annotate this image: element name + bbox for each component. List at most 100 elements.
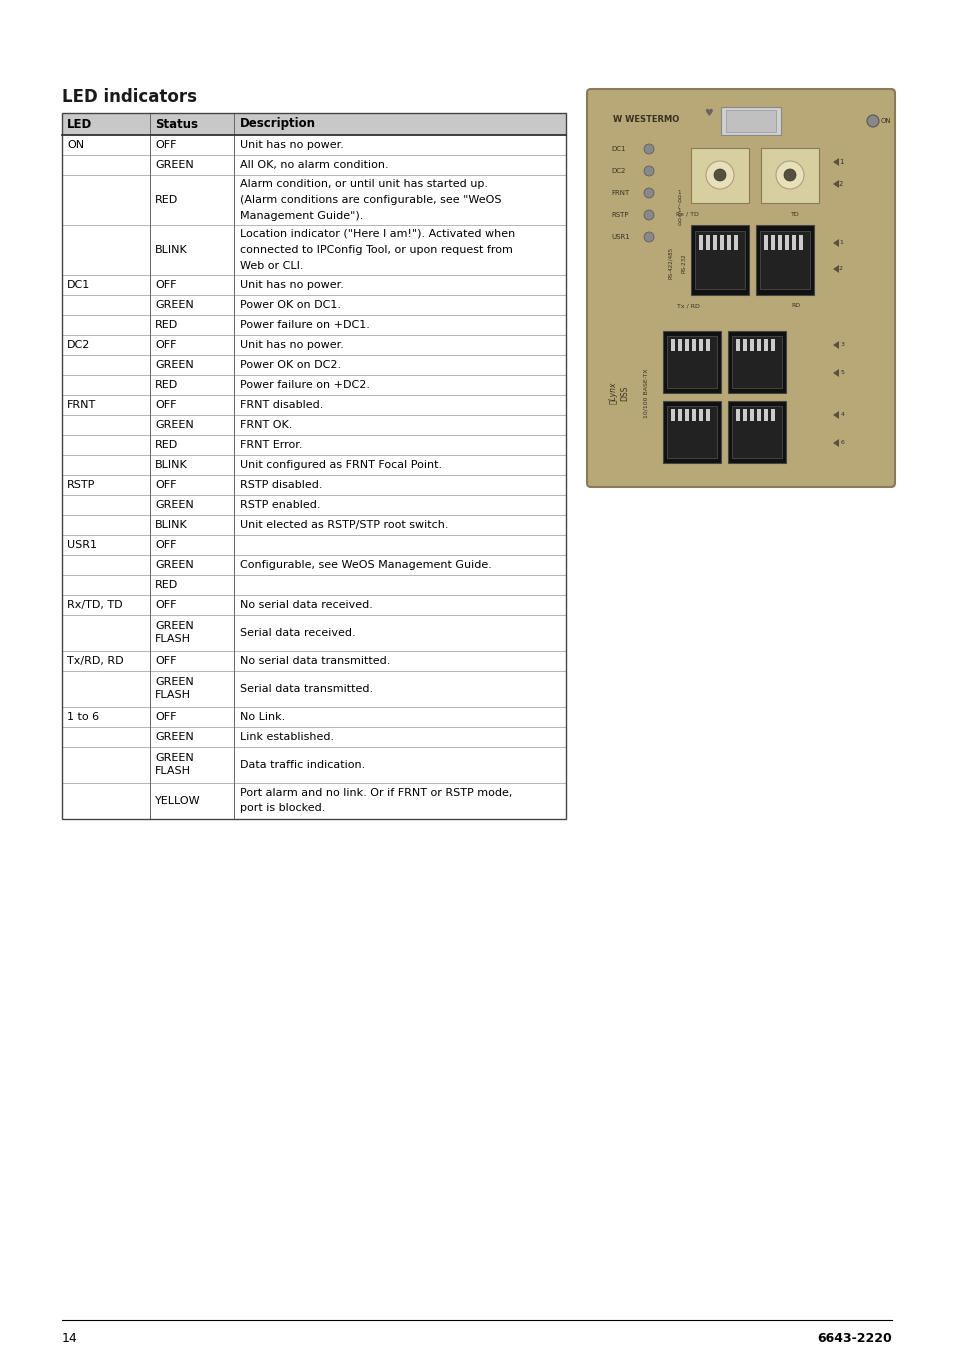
Bar xyxy=(62,395,565,414)
Text: FLASH: FLASH xyxy=(154,766,191,776)
Text: FLASH: FLASH xyxy=(154,691,191,700)
Bar xyxy=(727,330,785,393)
Bar xyxy=(763,338,767,351)
Text: 1
0
0
/
1
0
0
0: 1 0 0 / 1 0 0 0 xyxy=(677,190,680,227)
Bar xyxy=(62,334,565,355)
Text: BLINK: BLINK xyxy=(154,460,188,470)
Bar xyxy=(62,414,565,435)
Circle shape xyxy=(866,115,878,127)
Bar xyxy=(670,338,675,351)
Text: GREEN: GREEN xyxy=(154,420,193,431)
Bar xyxy=(749,338,753,351)
Text: Power OK on DC2.: Power OK on DC2. xyxy=(240,360,341,370)
Bar xyxy=(678,338,681,351)
Bar xyxy=(62,783,565,819)
Text: connected to IPConfig Tool, or upon request from: connected to IPConfig Tool, or upon requ… xyxy=(240,245,513,255)
Bar xyxy=(727,401,785,463)
Text: Unit has no power.: Unit has no power. xyxy=(240,340,343,349)
Bar xyxy=(62,475,565,496)
Text: Status: Status xyxy=(154,118,198,130)
Circle shape xyxy=(643,210,654,219)
Text: (Alarm conditions are configurable, see "WeOS: (Alarm conditions are configurable, see … xyxy=(240,195,501,204)
Bar xyxy=(62,112,565,819)
Polygon shape xyxy=(832,240,838,246)
Text: Serial data received.: Serial data received. xyxy=(240,628,355,638)
Text: OFF: OFF xyxy=(154,540,176,550)
Bar xyxy=(62,555,565,575)
Text: BLINK: BLINK xyxy=(154,245,188,255)
Text: Location indicator ("Here I am!"). Activated when: Location indicator ("Here I am!"). Activ… xyxy=(240,229,515,240)
Bar xyxy=(733,236,738,250)
Text: Serial data transmitted.: Serial data transmitted. xyxy=(240,684,373,695)
Text: port is blocked.: port is blocked. xyxy=(240,803,325,814)
Text: Unit has no power.: Unit has no power. xyxy=(240,280,343,290)
Bar xyxy=(742,338,746,351)
Bar xyxy=(712,236,717,250)
Bar xyxy=(62,575,565,594)
Text: No serial data received.: No serial data received. xyxy=(240,600,373,611)
Bar xyxy=(62,496,565,515)
Bar xyxy=(755,225,813,295)
Text: No Link.: No Link. xyxy=(240,712,285,722)
Text: Unit configured as FRNT Focal Point.: Unit configured as FRNT Focal Point. xyxy=(240,460,441,470)
Bar xyxy=(62,175,565,225)
Text: OFF: OFF xyxy=(154,139,176,150)
Bar xyxy=(778,236,781,250)
Text: RSTP disabled.: RSTP disabled. xyxy=(240,481,322,490)
Bar xyxy=(62,154,565,175)
Bar xyxy=(705,236,709,250)
Text: Management Guide").: Management Guide"). xyxy=(240,211,363,221)
Text: FRNT disabled.: FRNT disabled. xyxy=(240,399,323,410)
Text: 6643-2220: 6643-2220 xyxy=(817,1332,891,1345)
Bar xyxy=(731,336,781,389)
Text: 1: 1 xyxy=(838,241,842,245)
Text: Power OK on DC1.: Power OK on DC1. xyxy=(240,301,340,310)
Bar xyxy=(770,409,774,421)
Text: Rx/TD, TD: Rx/TD, TD xyxy=(67,600,123,611)
Circle shape xyxy=(643,167,654,176)
Bar xyxy=(62,707,565,727)
Text: LED: LED xyxy=(67,118,92,130)
Text: TD: TD xyxy=(790,213,799,217)
Text: GREEN: GREEN xyxy=(154,500,193,510)
Bar xyxy=(735,338,740,351)
Text: GREEN: GREEN xyxy=(154,677,193,686)
Bar xyxy=(62,747,565,783)
Text: OFF: OFF xyxy=(154,481,176,490)
Text: 1: 1 xyxy=(838,158,842,165)
Circle shape xyxy=(643,144,654,154)
Bar xyxy=(62,275,565,295)
Text: GREEN: GREEN xyxy=(154,753,193,762)
Bar xyxy=(742,409,746,421)
Bar xyxy=(62,225,565,275)
Text: RSTP: RSTP xyxy=(67,481,95,490)
Text: 6: 6 xyxy=(841,440,844,445)
Text: RS-422/485: RS-422/485 xyxy=(668,246,673,279)
Bar xyxy=(770,338,774,351)
Text: USR1: USR1 xyxy=(610,234,629,240)
Text: OFF: OFF xyxy=(154,280,176,290)
Circle shape xyxy=(775,161,803,190)
Text: RS-232: RS-232 xyxy=(680,253,686,274)
Bar xyxy=(791,236,795,250)
Text: Data traffic indication.: Data traffic indication. xyxy=(240,760,365,770)
Text: FRNT OK.: FRNT OK. xyxy=(240,420,292,431)
Text: RED: RED xyxy=(154,320,178,330)
Text: 1 to 6: 1 to 6 xyxy=(67,712,99,722)
Text: OFF: OFF xyxy=(154,399,176,410)
Text: BLINK: BLINK xyxy=(154,520,188,529)
Text: Unit elected as RSTP/STP root switch.: Unit elected as RSTP/STP root switch. xyxy=(240,520,448,529)
Bar xyxy=(62,594,565,615)
Bar xyxy=(150,112,233,135)
Text: 5: 5 xyxy=(841,371,844,375)
Bar xyxy=(760,232,809,288)
Bar xyxy=(757,409,760,421)
Text: OFF: OFF xyxy=(154,340,176,349)
Text: Rx / TD: Rx / TD xyxy=(676,213,699,217)
Text: GREEN: GREEN xyxy=(154,360,193,370)
Bar xyxy=(666,336,717,389)
Bar xyxy=(720,236,723,250)
Bar xyxy=(62,515,565,535)
Text: Tx / RD: Tx / RD xyxy=(677,303,700,307)
Text: RED: RED xyxy=(154,440,178,450)
